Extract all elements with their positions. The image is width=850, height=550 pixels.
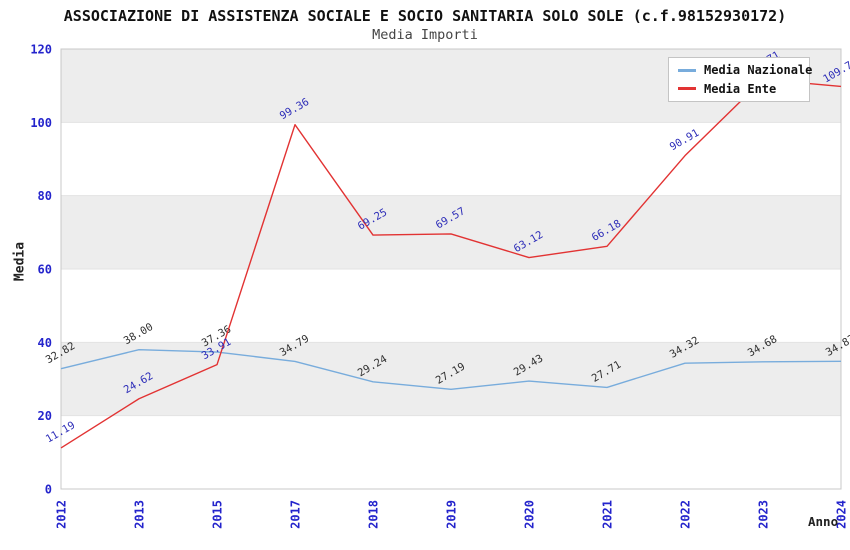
series-line-media-ente xyxy=(60,78,842,449)
x-tick-label: 2024 xyxy=(835,500,849,529)
y-tick-label: 100 xyxy=(30,116,52,130)
chart-subtitle: Media Importi xyxy=(372,27,478,43)
legend-label-media-nazionale: Media Nazionale xyxy=(704,63,813,78)
legend-item-media-ente: Media Ente xyxy=(678,81,800,97)
y-tick-label: 60 xyxy=(38,263,52,277)
y-axis-title: Media xyxy=(12,241,28,282)
plot-border xyxy=(60,48,842,490)
x-tick-label: 2023 xyxy=(757,500,771,529)
x-tick-label: 2022 xyxy=(679,500,693,529)
legend-item-media-nazionale: Media Nazionale xyxy=(678,62,812,78)
legend-swatch-media-ente-icon xyxy=(678,87,696,91)
y-tick-label: 40 xyxy=(38,336,52,350)
series-line-media-nazionale xyxy=(60,348,842,391)
plot-band xyxy=(61,195,841,269)
x-tick-label: 2019 xyxy=(445,500,459,529)
x-tick-label: 2012 xyxy=(55,500,69,529)
y-tick-label: 120 xyxy=(30,43,52,57)
plot-band xyxy=(61,342,841,416)
x-tick-label: 2020 xyxy=(523,500,537,529)
x-tick-label: 2017 xyxy=(289,500,303,529)
legend-label-media-ente: Media Ente xyxy=(704,81,777,96)
legend: Media Nazionale Media Ente xyxy=(668,57,812,102)
data-label-media-ente: 90.91 xyxy=(668,127,701,153)
x-tick-label: 2021 xyxy=(601,500,615,529)
legend-swatch-media-nazionale-icon xyxy=(678,68,696,72)
x-axis-title: Anno xyxy=(808,514,839,529)
y-tick-label: 80 xyxy=(38,189,52,203)
x-tick-label: 2015 xyxy=(211,500,225,529)
x-tick-label: 2018 xyxy=(367,500,381,529)
y-tick-label: 0 xyxy=(45,483,52,497)
y-tick-label: 20 xyxy=(38,409,52,423)
chart-title: ASSOCIAZIONE DI ASSISTENZA SOCIALE E SOC… xyxy=(63,7,787,25)
x-tick-label: 2013 xyxy=(133,500,147,529)
